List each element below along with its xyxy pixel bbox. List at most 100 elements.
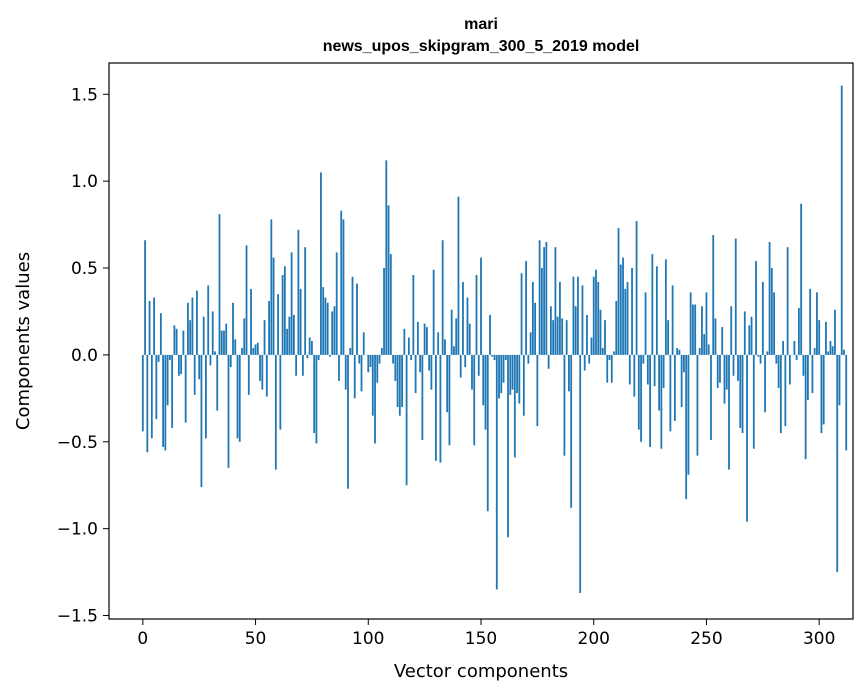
y-tick-label: 0.0 (71, 346, 98, 366)
bar (232, 302, 234, 355)
bar (414, 354, 417, 394)
bar (236, 354, 239, 439)
bar (703, 334, 706, 355)
x-tick-label: 250 (690, 629, 722, 649)
bar (619, 264, 622, 355)
bar (150, 354, 153, 439)
bar (746, 354, 748, 522)
bar (531, 281, 534, 355)
bar (800, 203, 803, 355)
bar (743, 311, 746, 355)
bar (277, 294, 279, 355)
bar (202, 316, 205, 355)
bar (430, 354, 433, 390)
bar (358, 354, 361, 364)
bar (689, 292, 692, 355)
bar (807, 354, 809, 401)
bar (299, 288, 302, 355)
bar (741, 354, 744, 434)
bar (595, 269, 597, 355)
bar (797, 307, 800, 355)
bar (786, 247, 789, 355)
bar (295, 354, 298, 376)
bar (646, 354, 649, 385)
bar (719, 354, 721, 383)
plot-frame (108, 62, 854, 620)
bar (701, 306, 703, 355)
bar (274, 354, 277, 470)
bar (626, 281, 629, 355)
bar (642, 354, 645, 364)
bar (317, 354, 320, 361)
bar (597, 281, 600, 355)
bar (313, 354, 316, 434)
bar (843, 349, 845, 355)
bar (554, 247, 557, 355)
bar (518, 354, 521, 404)
bar (320, 172, 322, 355)
bar (462, 281, 464, 355)
bar (482, 354, 485, 406)
bar (153, 297, 155, 355)
bar (243, 318, 246, 355)
bar (777, 354, 780, 388)
bar (356, 283, 358, 355)
bar (822, 354, 825, 425)
bar (640, 354, 642, 442)
bar (836, 354, 839, 573)
bar (227, 354, 230, 468)
bar (241, 347, 243, 355)
bar (146, 354, 149, 453)
bar (263, 320, 266, 355)
bar (572, 276, 575, 355)
bar (637, 354, 640, 430)
bar (723, 354, 726, 404)
x-tick-label: 0 (137, 629, 148, 649)
bar (184, 354, 187, 423)
bar (378, 354, 381, 364)
bar (520, 273, 523, 355)
bar (290, 252, 293, 355)
bar (563, 354, 566, 456)
bar (538, 240, 541, 355)
bar (757, 354, 760, 357)
bar (673, 354, 676, 421)
bar (511, 354, 514, 390)
bar (198, 354, 201, 380)
bar (635, 221, 638, 355)
bar (326, 302, 329, 355)
bar (547, 354, 550, 369)
bar (473, 354, 476, 446)
bar (522, 354, 525, 416)
bar (281, 274, 284, 355)
bar (428, 354, 431, 371)
bar (141, 354, 144, 432)
bar (324, 297, 327, 355)
bar (180, 354, 183, 375)
x-tick-label: 100 (352, 629, 384, 649)
bar (272, 257, 275, 355)
bar (712, 235, 715, 355)
bar (207, 285, 210, 355)
bar (475, 274, 478, 355)
bar (534, 302, 537, 355)
bar (804, 354, 807, 460)
bar (308, 337, 311, 355)
bar (683, 354, 685, 373)
bar (696, 354, 699, 456)
bar (340, 210, 343, 355)
bar (660, 354, 663, 449)
bar (725, 354, 728, 390)
bar (779, 354, 782, 434)
bar (579, 354, 582, 593)
bar (216, 354, 219, 411)
bar (159, 313, 162, 355)
bar (468, 323, 471, 355)
bar (369, 354, 372, 368)
bar (730, 306, 733, 355)
bar (613, 351, 615, 355)
bar (486, 354, 489, 512)
bar (583, 354, 586, 371)
bar (782, 341, 785, 355)
bar (568, 354, 570, 392)
